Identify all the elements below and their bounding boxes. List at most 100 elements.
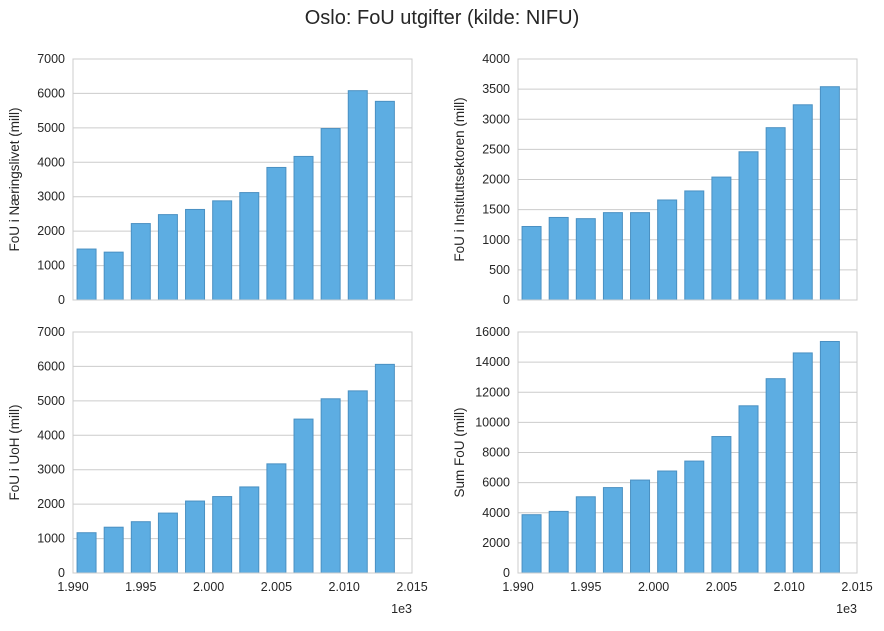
y-tick-label: 1500 [482, 203, 510, 217]
y-tick-label: 4000 [482, 506, 510, 520]
x-tick-label: 2.000 [193, 580, 224, 594]
bar [792, 352, 813, 574]
y-tick-label: 4000 [37, 428, 65, 442]
bar [374, 100, 395, 301]
y-tick-label: 500 [489, 263, 510, 277]
y-tick-label: 1000 [37, 532, 65, 546]
y-tick-label: 4000 [482, 52, 510, 66]
y-tick-label: 5000 [37, 394, 65, 408]
y-axis-label: FoU i Instituttsektoren (mill) [452, 97, 467, 261]
bar [792, 104, 813, 301]
bar [320, 398, 341, 574]
bar [130, 521, 151, 574]
y-tick-label: 1000 [482, 233, 510, 247]
y-tick-label: 5000 [37, 121, 65, 135]
subplot-3: 0 1000 2000 3000 4000 5000 6000 7000 FoU i UoH (… [7, 325, 428, 616]
bar [684, 460, 705, 574]
y-tick-label: 16000 [475, 325, 510, 339]
y-tick-label: 2000 [482, 173, 510, 187]
x-tick-label: 2.005 [261, 580, 292, 594]
bar [293, 418, 314, 574]
x-offset-label: 1e3 [391, 602, 412, 616]
x-tick-label: 2.000 [638, 580, 669, 594]
subplot-1: 0 1000 2000 3000 4000 5000 6000 7000 FoU i Nærin… [7, 52, 413, 307]
axes-frame [72, 58, 413, 301]
y-tick-label: 3000 [37, 190, 65, 204]
x-tick-label: 1.990 [57, 580, 88, 594]
bar [185, 208, 206, 301]
x-tick-label: 1.995 [570, 580, 601, 594]
bar [157, 214, 178, 301]
bar [266, 166, 287, 301]
bar [630, 212, 651, 301]
y-tick-label: 3500 [482, 82, 510, 96]
bar [602, 487, 623, 574]
y-tick-label: 10000 [475, 415, 510, 429]
bar [575, 496, 596, 574]
bar [548, 216, 569, 301]
bar [76, 532, 97, 574]
bar [684, 190, 705, 301]
y-tick-label: 7000 [37, 52, 65, 66]
x-tick-label: 1.990 [502, 580, 533, 594]
y-axis-label: FoU i Næringslivet (mill) [7, 107, 22, 251]
bar [548, 510, 569, 574]
bar [819, 340, 840, 574]
bar [521, 514, 542, 574]
axes-frame [72, 331, 413, 574]
y-tick-label: 4000 [37, 155, 65, 169]
bar [575, 218, 596, 301]
x-tick-label: 2.010 [329, 580, 360, 594]
bar [103, 251, 124, 301]
bar [765, 127, 786, 301]
bar [239, 486, 260, 574]
bar [212, 200, 233, 301]
bar [819, 86, 840, 301]
x-offset-label: 1e3 [836, 602, 857, 616]
bar [76, 248, 97, 301]
axes-frame [517, 331, 858, 574]
subplot-2: 0 500 1000 1500 2000 2500 3000 3500 4000 FoU i In… [452, 52, 858, 307]
bar [239, 192, 260, 301]
bar [320, 128, 341, 301]
y-tick-label: 2000 [37, 224, 65, 238]
y-tick-label: 2000 [37, 497, 65, 511]
bar [130, 223, 151, 301]
y-tick-label: 0 [503, 566, 510, 580]
subplot-4: 0 2000 4000 6000 8000 10000 12000 14000 16000 Sum… [452, 325, 873, 616]
y-axis-label: Sum FoU (mill) [452, 408, 467, 498]
bar [630, 479, 651, 574]
bar [765, 378, 786, 574]
y-tick-label: 0 [58, 293, 65, 307]
x-tick-label: 1.995 [125, 580, 156, 594]
y-tick-label: 12000 [475, 385, 510, 399]
bar [602, 212, 623, 301]
bar [157, 512, 178, 574]
bar [185, 500, 206, 574]
y-tick-label: 8000 [482, 446, 510, 460]
y-tick-label: 14000 [475, 355, 510, 369]
axes-frame [517, 58, 858, 301]
y-tick-label: 7000 [37, 325, 65, 339]
y-tick-label: 1000 [37, 259, 65, 273]
bar [266, 463, 287, 574]
figure-title: Oslo: FoU utgifter (kilde: NIFU) [304, 7, 580, 29]
bar [738, 405, 759, 574]
bar [711, 436, 732, 574]
bar [293, 155, 314, 301]
bar [521, 225, 542, 301]
bar [711, 176, 732, 301]
bar [657, 199, 678, 301]
x-tick-label: 2.015 [396, 580, 427, 594]
y-axis-label: FoU i UoH (mill) [7, 405, 22, 501]
y-tick-label: 0 [58, 566, 65, 580]
bar [212, 496, 233, 574]
bar [374, 363, 395, 574]
y-tick-label: 3000 [482, 112, 510, 126]
y-tick-label: 2000 [482, 536, 510, 550]
y-tick-label: 6000 [37, 86, 65, 100]
y-tick-label: 6000 [37, 359, 65, 373]
y-tick-label: 0 [503, 293, 510, 307]
